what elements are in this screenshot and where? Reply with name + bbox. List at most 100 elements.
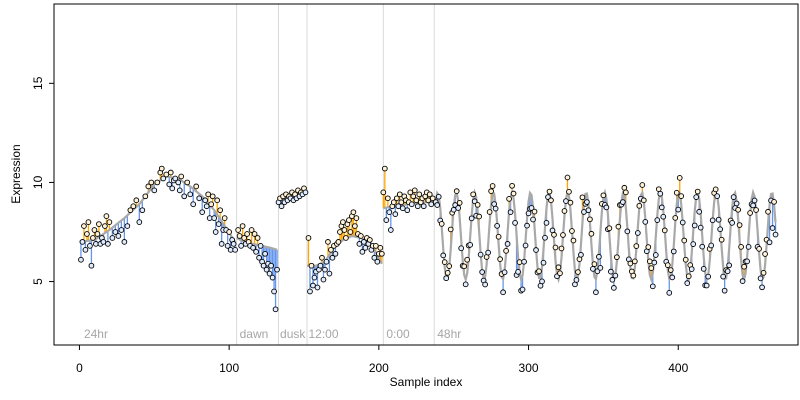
data-point <box>724 268 731 275</box>
data-point <box>489 183 496 189</box>
data-point <box>741 263 747 270</box>
data-point <box>525 210 532 217</box>
data-point <box>627 260 634 267</box>
data-point <box>347 229 354 235</box>
data-point <box>263 266 270 273</box>
data-point <box>721 287 728 294</box>
data-point <box>468 215 475 222</box>
data-point <box>271 288 277 295</box>
data-point <box>542 234 548 241</box>
data-point <box>705 273 712 280</box>
data-point <box>649 283 656 290</box>
data-point <box>633 243 640 249</box>
data-point <box>133 197 140 204</box>
data-point <box>167 169 174 176</box>
data-point <box>712 186 719 193</box>
data-point <box>579 194 586 201</box>
data-point <box>661 227 668 234</box>
data-point <box>509 182 515 189</box>
data-point <box>642 219 649 225</box>
data-point <box>426 191 433 198</box>
y-tick-label: 15 <box>31 76 45 90</box>
data-point <box>411 187 418 194</box>
data-point <box>392 211 399 218</box>
data-point <box>458 245 465 252</box>
data-point <box>428 201 435 208</box>
data-point <box>386 209 393 216</box>
data-point <box>272 306 279 313</box>
data-point <box>485 249 491 256</box>
data-point <box>94 231 101 237</box>
y-tick-label: 10 <box>31 175 45 189</box>
data-point <box>142 193 149 200</box>
data-point <box>675 206 682 213</box>
data-point <box>384 195 391 202</box>
data-point <box>491 201 497 207</box>
data-point <box>441 259 448 265</box>
data-point <box>221 215 228 221</box>
data-point <box>751 197 758 204</box>
data-point <box>551 231 557 238</box>
data-point <box>648 265 655 271</box>
fit-line <box>79 175 237 243</box>
x-axis-label: Sample index <box>390 375 463 389</box>
data-point <box>718 236 725 243</box>
data-point <box>82 246 89 253</box>
data-point <box>524 222 530 229</box>
data-point <box>341 227 348 233</box>
data-point <box>608 268 614 275</box>
data-point <box>682 256 689 263</box>
data-point <box>697 224 704 231</box>
data-point <box>196 195 203 202</box>
data-point <box>377 245 384 251</box>
section-boundaries <box>236 4 435 345</box>
data-point <box>112 229 119 235</box>
data-point <box>371 254 378 261</box>
data-point <box>203 203 210 210</box>
data-point <box>434 202 441 208</box>
data-point <box>215 221 222 227</box>
x-tick-label: 200 <box>369 361 389 375</box>
data-point <box>769 225 776 231</box>
data-point <box>453 188 460 195</box>
data-point <box>703 282 710 289</box>
data-point <box>678 193 685 199</box>
data-point <box>307 288 313 295</box>
data-point <box>87 243 93 249</box>
x-tick-label: 100 <box>219 361 239 375</box>
data-point <box>380 189 387 196</box>
data-point <box>482 281 488 288</box>
data-point <box>611 285 617 291</box>
data-point <box>274 266 280 273</box>
data-point <box>353 215 360 221</box>
y-tick-label: 5 <box>31 278 45 285</box>
data-point <box>96 221 102 227</box>
data-point <box>634 230 641 236</box>
data-point <box>248 227 255 233</box>
data-point <box>503 247 509 254</box>
data-point <box>733 200 740 207</box>
data-point <box>700 266 707 272</box>
data-point <box>209 193 216 200</box>
data-point <box>166 181 173 188</box>
data-point <box>425 197 432 204</box>
data-point <box>381 165 388 172</box>
data-point <box>332 250 339 257</box>
data-point <box>413 197 420 204</box>
data-point <box>729 220 735 226</box>
data-point <box>720 273 727 280</box>
data-point <box>652 252 659 258</box>
data-point <box>624 228 631 235</box>
data-point <box>736 222 743 228</box>
data-point <box>319 254 325 261</box>
section-label: 12:00 <box>308 327 338 341</box>
data-point <box>408 201 415 208</box>
data-point <box>757 275 764 282</box>
data-point <box>461 263 468 270</box>
section-label: 24hr <box>84 327 108 341</box>
data-point <box>314 284 321 291</box>
data-point <box>361 239 367 245</box>
data-point <box>176 187 183 194</box>
data-point <box>278 203 285 210</box>
data-point <box>239 223 246 229</box>
